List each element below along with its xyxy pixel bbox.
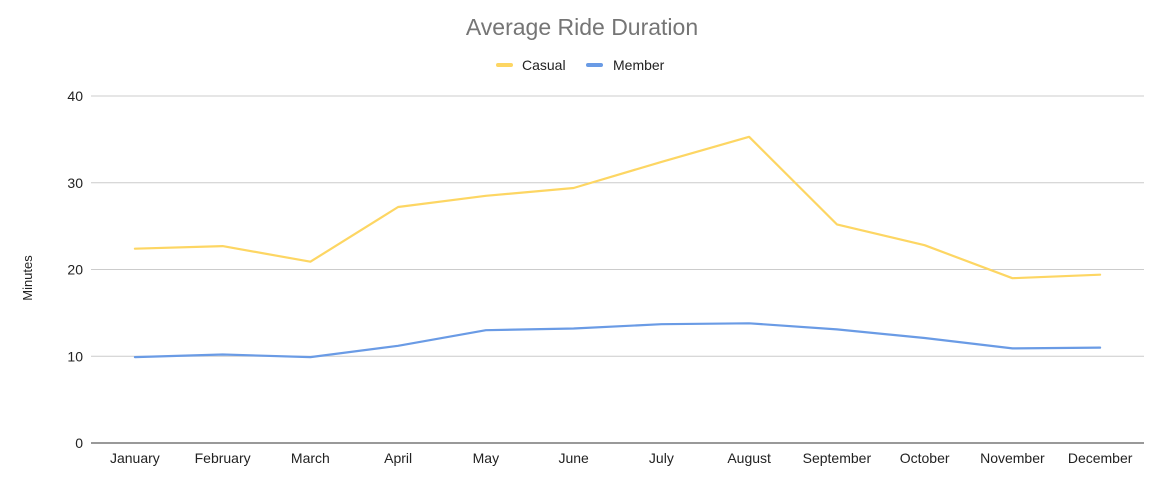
x-tick-label: May — [473, 450, 499, 466]
data-point — [396, 344, 400, 348]
data-point — [1010, 346, 1014, 350]
data-point — [835, 222, 839, 226]
data-point — [1098, 273, 1102, 277]
x-axis-ticks: January February March April May June July Augu… — [110, 450, 1133, 466]
data-point — [484, 194, 488, 198]
data-point — [308, 260, 312, 264]
data-point — [1010, 276, 1014, 280]
data-point — [572, 326, 576, 330]
x-tick-label: March — [291, 450, 330, 466]
data-point — [747, 135, 751, 139]
data-point — [572, 186, 576, 190]
y-tick-label: 40 — [67, 88, 83, 104]
data-point — [1098, 346, 1102, 350]
data-point — [221, 353, 225, 357]
data-point — [659, 160, 663, 164]
series-lines — [133, 135, 1102, 359]
data-point — [133, 355, 137, 359]
x-tick-label: November — [980, 450, 1045, 466]
x-tick-label: April — [384, 450, 412, 466]
x-tick-label: July — [649, 450, 674, 466]
legend-label: Casual — [522, 57, 566, 73]
data-point — [835, 327, 839, 331]
data-point — [221, 244, 225, 248]
x-tick-label: February — [195, 450, 251, 466]
data-point — [659, 322, 663, 326]
legend-label: Member — [613, 57, 665, 73]
data-point — [747, 321, 751, 325]
series-line-member — [133, 322, 1102, 359]
x-tick-label: December — [1068, 450, 1133, 466]
data-point — [133, 247, 137, 251]
x-tick-label: August — [727, 450, 771, 466]
x-tick-label: September — [803, 450, 872, 466]
y-tick-label: 30 — [67, 175, 83, 191]
y-tick-label: 10 — [67, 348, 83, 364]
data-point — [308, 355, 312, 359]
y-axis-title: Minutes — [20, 255, 35, 301]
y-tick-label: 0 — [75, 435, 83, 451]
y-tick-label: 20 — [67, 262, 83, 278]
gridlines — [91, 95, 1144, 357]
data-point — [923, 336, 927, 340]
y-axis-ticks: 0 10 20 30 40 — [67, 88, 83, 451]
chart-title: Average Ride Duration — [466, 14, 698, 40]
x-tick-label: January — [110, 450, 160, 466]
x-tick-label: October — [900, 450, 950, 466]
series-line-casual — [133, 135, 1102, 280]
data-point — [923, 243, 927, 247]
data-point — [484, 328, 488, 332]
legend: Casual Member — [496, 57, 665, 73]
data-point — [396, 205, 400, 209]
x-tick-label: June — [558, 450, 589, 466]
